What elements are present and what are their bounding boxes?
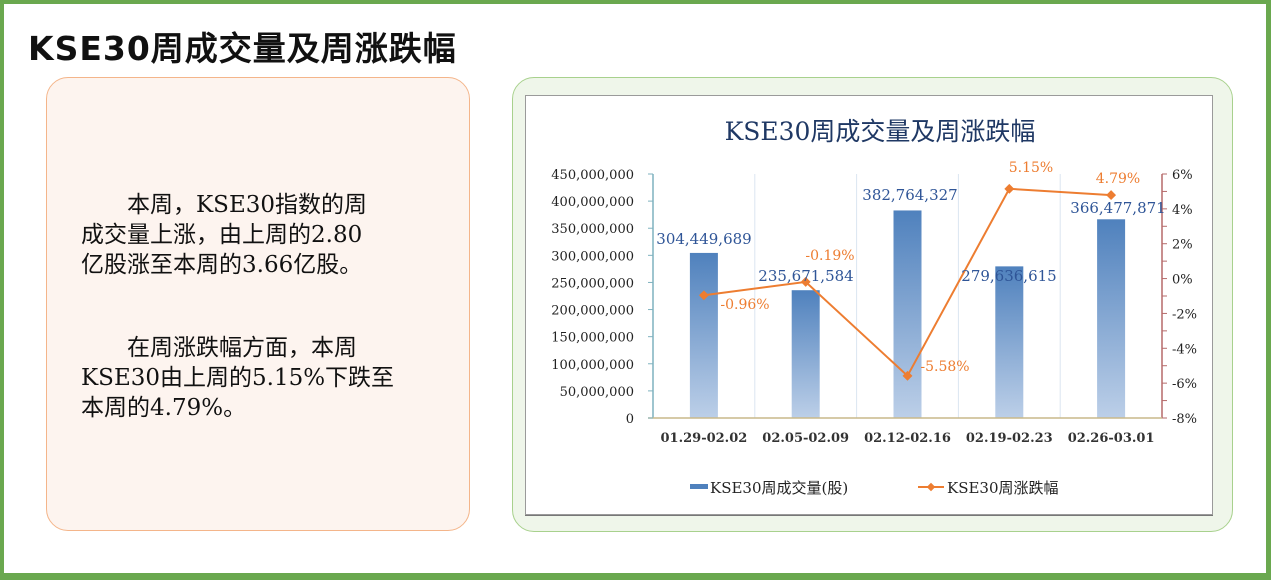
bar-value-label: 382,764,327 — [862, 186, 957, 204]
summary-line: 亿股涨至本周的3.66亿股。 — [81, 252, 363, 278]
right-tick-label: 4% — [1172, 203, 1193, 218]
summary-line: 成交量上涨，由上周的2.80 — [81, 222, 363, 248]
line-marker-icon — [902, 370, 913, 381]
summary-line: 本周的4.79%。 — [81, 395, 247, 421]
right-tick-label: 6% — [1172, 168, 1193, 183]
left-tick-label: 300,000,000 — [551, 249, 634, 264]
left-tick-label: 200,000,000 — [551, 304, 634, 319]
bar-value-label: 279,636,615 — [961, 267, 1056, 285]
summary-line: KSE30由上周的5.15%下跌至 — [81, 365, 395, 391]
x-category-label: 02.05-02.09 — [762, 431, 849, 446]
right-tick-label: 2% — [1172, 238, 1193, 253]
summary-line: 在周涨跌幅方面，本周 — [127, 335, 357, 361]
line-marker-icon — [1106, 190, 1117, 201]
chart-legend: KSE30周成交量(股) KSE30周涨跌幅 — [690, 479, 1059, 497]
left-tick-label: 50,000,000 — [560, 385, 634, 400]
line-marker-icon — [800, 276, 811, 287]
line-value-label: -0.19% — [805, 248, 854, 264]
volume-bar — [995, 266, 1024, 418]
right-tick-label: -6% — [1172, 377, 1197, 392]
change-line — [698, 183, 1117, 381]
line-marker-icon — [698, 290, 709, 301]
left-tick-label: 250,000,000 — [551, 276, 634, 291]
volume-bar — [1097, 219, 1126, 418]
summary-paragraph-volume: 本周，KSE30指数的周 成交量上涨，由上周的2.80 亿股涨至本周的3.66亿… — [81, 190, 441, 280]
right-tick-label: 0% — [1172, 273, 1193, 288]
page-title: KSE30周成交量及周涨跌幅 — [28, 29, 457, 68]
line-data-labels: -0.96% -0.19% -5.58% 5.15% 4.79% — [720, 160, 1140, 375]
volume-bars — [689, 210, 1126, 418]
x-axis-categories: 01.29-02.02 02.05-02.09 02.12-02.16 02.19-0… — [660, 431, 1154, 446]
right-tick-label: -2% — [1172, 307, 1197, 322]
summary-line: 本周，KSE30指数的周 — [127, 192, 367, 218]
right-tick-label: -4% — [1172, 342, 1197, 357]
bar-value-label: 235,671,584 — [758, 267, 853, 285]
chart-title: KSE30周成交量及周涨跌幅 — [725, 117, 1036, 146]
line-value-label: -5.58% — [920, 359, 969, 375]
line-marker-icon — [1004, 183, 1015, 194]
summary-card: 本周，KSE30指数的周 成交量上涨，由上周的2.80 亿股涨至本周的3.66亿… — [46, 77, 470, 531]
volume-bar — [893, 210, 922, 418]
legend-line-marker-icon — [926, 482, 936, 492]
left-tick-label: 100,000,000 — [551, 358, 634, 373]
right-tick-label: -8% — [1172, 412, 1197, 427]
volume-bar — [791, 290, 820, 418]
x-category-label: 01.29-02.02 — [660, 431, 747, 446]
volume-bar — [689, 252, 718, 418]
legend-line-label: KSE30周涨跌幅 — [947, 479, 1059, 497]
left-tick-label: 150,000,000 — [551, 331, 634, 346]
left-axis-ticks: 450,000,000 400,000,000 350,000,000 300,000… — [551, 168, 653, 427]
summary-paragraph-change: 在周涨跌幅方面，本周 KSE30由上周的5.15%下跌至 本周的4.79%。 — [81, 333, 441, 423]
legend-bar-swatch-icon — [690, 484, 708, 489]
line-value-label: 5.15% — [1009, 160, 1053, 176]
left-tick-label: 450,000,000 — [551, 168, 634, 183]
legend-bar-label: KSE30周成交量(股) — [710, 479, 848, 497]
left-tick-label: 350,000,000 — [551, 222, 634, 237]
x-category-label: 02.19-02.23 — [966, 431, 1053, 446]
bar-value-label: 366,477,871 — [1070, 199, 1165, 217]
right-axis-ticks: 6% 4% 2% 0% -2% -4% -6% -8% — [1162, 168, 1197, 427]
line-value-label: -0.96% — [720, 297, 769, 313]
category-gridlines — [754, 174, 1061, 418]
bar-data-labels: 304,449,689 235,671,584 382,764,327 279,636… — [656, 186, 1165, 285]
left-tick-label: 400,000,000 — [551, 195, 634, 210]
left-tick-label: 0 — [626, 412, 634, 427]
line-value-label: 4.79% — [1096, 171, 1140, 187]
bar-value-label: 304,449,689 — [656, 230, 751, 248]
x-category-label: 02.12-02.16 — [864, 431, 951, 446]
x-category-label: 02.26-03.01 — [1068, 431, 1155, 446]
